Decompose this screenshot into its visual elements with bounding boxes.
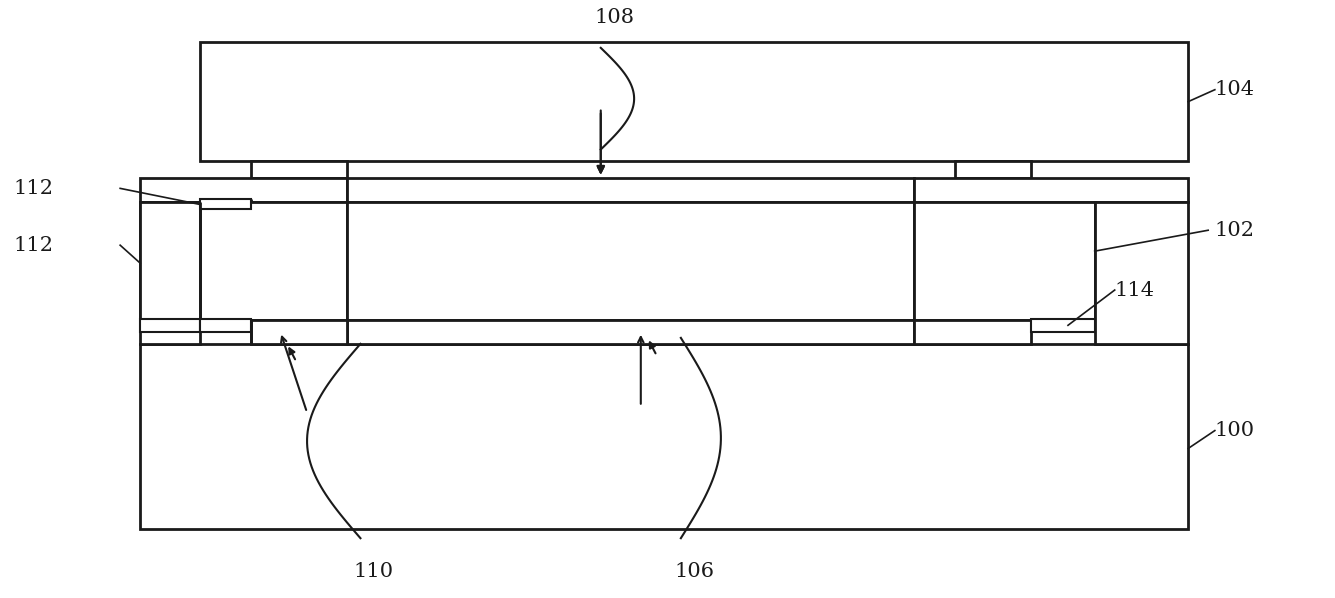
Bar [347,202,914,320]
Bar [140,202,200,344]
Bar [251,320,347,344]
Text: 114: 114 [1115,280,1155,300]
Text: 112: 112 [13,236,53,255]
Bar [1031,319,1095,332]
Text: 102: 102 [1215,221,1255,240]
Bar [200,42,1188,161]
Bar [140,178,347,202]
Text: 104: 104 [1215,80,1255,99]
Bar [1095,202,1188,344]
Bar [914,178,1188,202]
Text: 106: 106 [674,562,714,581]
Bar [914,320,1031,344]
Bar [140,319,200,332]
Bar [200,319,251,332]
Bar [200,199,251,209]
Bar [140,344,1188,529]
Text: 110: 110 [354,562,394,581]
Bar [347,178,914,202]
Bar [955,161,1031,178]
Text: 100: 100 [1215,421,1255,440]
Bar [251,161,347,178]
Text: 112: 112 [13,179,53,198]
Bar [914,202,1095,320]
Bar [140,202,347,320]
Text: 108: 108 [594,8,634,28]
Bar [347,320,914,344]
